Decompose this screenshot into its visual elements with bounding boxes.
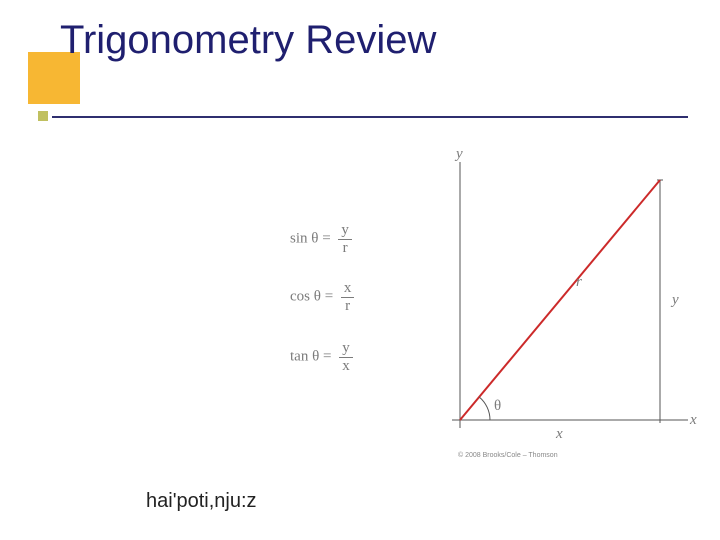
axis-y-label: y [456,146,463,163]
side-x-label: x [556,426,563,443]
angle-theta-label: θ [494,398,501,415]
side-y-label: y [672,292,679,309]
pronunciation-footnote: hai'poti,nju:z [146,490,257,513]
side-r-label: r [576,274,582,291]
figure-copyright: © 2008 Brooks/Cole – Thomson [458,452,558,459]
axis-x-label: x [690,412,697,429]
right-triangle-diagram [0,0,720,540]
